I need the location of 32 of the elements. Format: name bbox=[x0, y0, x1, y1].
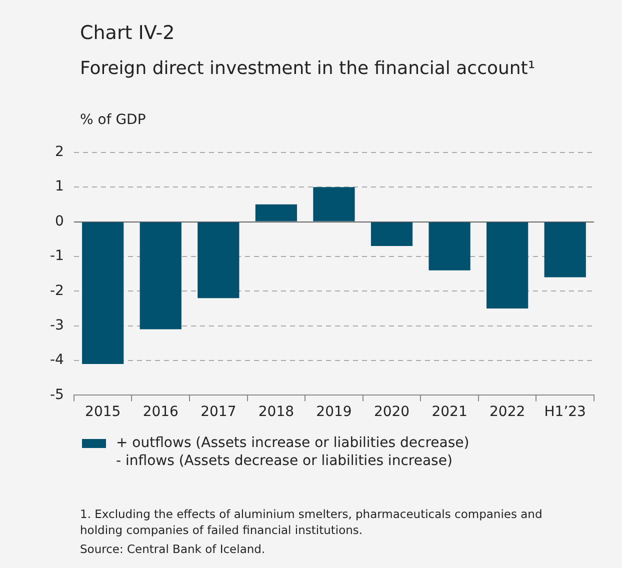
x-tick-label: 2020 bbox=[374, 404, 410, 420]
y-tick-label: -4 bbox=[50, 352, 64, 368]
y-tick-label: 2 bbox=[55, 144, 64, 160]
bar bbox=[198, 222, 240, 298]
x-tick-label: 2021 bbox=[432, 404, 468, 420]
bar bbox=[255, 204, 297, 222]
bar bbox=[82, 222, 124, 364]
y-tick-label: -3 bbox=[50, 317, 64, 334]
y-axis-title: % of GDP bbox=[80, 112, 146, 128]
y-tick-label: -1 bbox=[50, 248, 64, 264]
y-tick-label: 1 bbox=[55, 178, 64, 195]
bar bbox=[313, 187, 355, 222]
x-tick-label: 2022 bbox=[490, 404, 526, 420]
chart-subtitle: Foreign direct investment in the financial account¹ bbox=[80, 58, 536, 79]
chart-title: Chart IV-2 bbox=[80, 22, 175, 44]
x-tick-label: 2019 bbox=[316, 404, 352, 420]
y-tick-label: -5 bbox=[50, 386, 64, 403]
x-tick-label: 2017 bbox=[200, 404, 236, 420]
x-tick-label: 2015 bbox=[85, 404, 121, 420]
bar bbox=[370, 222, 413, 246]
legend-label: + outflows (Assets increase or liabilities decrease) - inflows (Assets decrease or liabilities increase) bbox=[116, 434, 470, 470]
x-tick-label: 2018 bbox=[258, 404, 294, 420]
bar bbox=[544, 222, 586, 278]
bar bbox=[140, 222, 182, 330]
y-tick-label: -2 bbox=[50, 282, 64, 299]
x-tick-label: H1’23 bbox=[544, 404, 586, 420]
x-tick-label: 2016 bbox=[142, 404, 179, 420]
source-note: Source: Central Bank of Iceland. bbox=[80, 541, 266, 557]
text: 1. Excluding the effects of aluminium smelters, pharmaceuticals companies and holding companies of failed financial institutions. bbox=[80, 506, 544, 538]
bar bbox=[428, 222, 470, 270]
y-tick-label: 0 bbox=[55, 213, 64, 230]
bar bbox=[486, 222, 528, 308]
